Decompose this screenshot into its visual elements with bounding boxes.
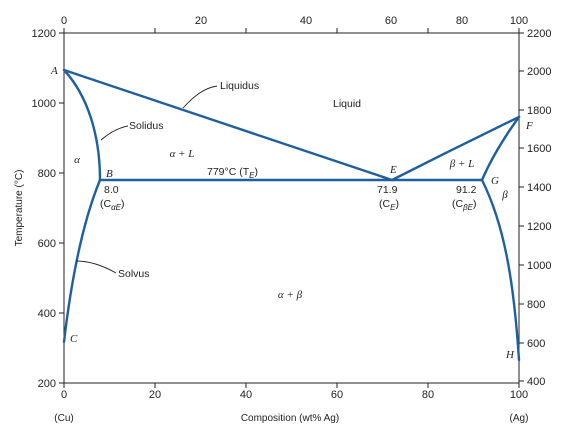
right-tick-label: 2200: [527, 28, 551, 40]
top-tick-label: 100: [510, 15, 528, 27]
plot-frame: [63, 32, 520, 384]
top-axis: 0 20 40 60 80 100: [61, 15, 528, 33]
liquid-region-label: Liquid: [333, 98, 361, 110]
bottom-tick-label: 20: [149, 389, 161, 401]
y-axis-title: Temperature (°C): [14, 170, 25, 247]
right-tick-label: 600: [527, 338, 545, 350]
g-label-close: ): [473, 198, 477, 210]
bottom-tick-label: 80: [422, 389, 434, 401]
left-tick-label: 800: [38, 168, 56, 180]
eutectic-temperature-text: 779°C (T: [207, 166, 250, 178]
b-composition-value: 8.0: [104, 184, 119, 196]
right-tick-label: 1600: [527, 143, 551, 155]
point-h: H: [505, 349, 515, 361]
top-tick-label: 20: [195, 15, 207, 27]
right-tick-label: 1400: [527, 182, 551, 194]
beta-region-label: β: [501, 189, 508, 201]
b-label-sub: αE: [111, 203, 122, 212]
b-label-open: (C: [100, 198, 111, 210]
g-composition-label: (CβE): [452, 198, 477, 212]
beta-liquid-region-label: β + L: [449, 158, 475, 170]
g-composition-value: 91.2: [456, 184, 477, 196]
bottom-tick-label: 40: [240, 389, 252, 401]
point-f: F: [525, 120, 533, 132]
left-tick-label: 600: [38, 238, 56, 250]
g-label-open: (C: [452, 198, 463, 210]
right-end-label: (Ag): [510, 413, 529, 424]
point-e: E: [389, 164, 397, 176]
right-tick-label: 1200: [527, 221, 551, 233]
eutectic-temperature-label: 779°C (TE): [207, 166, 258, 180]
bottom-axis: 0 20 40 60 80 100 (Cu) Composition (wt% …: [54, 383, 528, 424]
left-axis: 200 400 600 800 1000 1200 Temperature (°…: [14, 28, 64, 390]
right-axis: 400 600 800 1000 1200 1400 1600 1800 200…: [519, 28, 551, 388]
liquidus-right-line: [390, 115, 521, 182]
bottom-tick-label: 100: [510, 389, 528, 401]
beta-solidus-curve: [480, 115, 521, 182]
alpha-liquid-region-label: α + L: [170, 148, 195, 160]
point-b: B: [106, 168, 113, 180]
alpha-solidus-curve: [62, 68, 102, 182]
liquidus-label: Liquidus: [220, 80, 259, 92]
left-tick-label: 1000: [32, 98, 56, 110]
top-tick-label: 40: [300, 15, 312, 27]
e-composition-value: 71.9: [377, 184, 398, 196]
right-tick-label: 1000: [527, 260, 551, 272]
solidus-label: Solidus: [129, 120, 163, 132]
solvus-leader: [75, 260, 117, 274]
x-axis-title: Composition (wt% Ag): [241, 413, 339, 424]
point-a: A: [50, 65, 58, 77]
e-label-sub: E: [390, 203, 396, 212]
left-tick-label: 200: [38, 378, 56, 390]
e-label-open: (C: [379, 198, 390, 210]
solvus-label: Solvus: [118, 268, 150, 280]
g-label-sub: βE: [462, 203, 474, 212]
left-tick-label: 1200: [32, 28, 56, 40]
right-tick-label: 800: [527, 299, 545, 311]
e-composition-label: (CE): [379, 198, 399, 212]
bottom-tick-label: 0: [61, 389, 67, 401]
alpha-region-label: α: [74, 154, 80, 166]
alpha-solvus-curve: [62, 178, 102, 344]
phase-boundaries: [62, 68, 521, 362]
liquidus-leader: [182, 85, 218, 109]
b-composition-label: (CαE): [100, 198, 125, 212]
beta-solvus-curve: [480, 178, 521, 362]
top-tick-label: 0: [61, 15, 67, 27]
e-label-close: ): [395, 198, 399, 210]
left-tick-label: 400: [38, 308, 56, 320]
liquidus-left-line: [62, 68, 394, 182]
bottom-tick-label: 60: [331, 389, 343, 401]
point-c: C: [70, 333, 78, 345]
left-end-label: (Cu): [54, 413, 73, 424]
point-g: G: [491, 175, 499, 187]
b-label-close: ): [121, 198, 125, 210]
top-tick-label: 60: [385, 15, 397, 27]
eutectic-temperature-subscript: E: [249, 171, 255, 180]
top-tick-label: 80: [456, 15, 468, 27]
alpha-beta-region-label: α + β: [278, 289, 303, 301]
solidus-leader: [100, 125, 129, 141]
eutectic-temperature-close: ): [254, 166, 258, 178]
right-tick-label: 400: [527, 376, 545, 388]
right-tick-label: 1800: [527, 105, 551, 117]
right-tick-label: 2000: [527, 66, 551, 78]
